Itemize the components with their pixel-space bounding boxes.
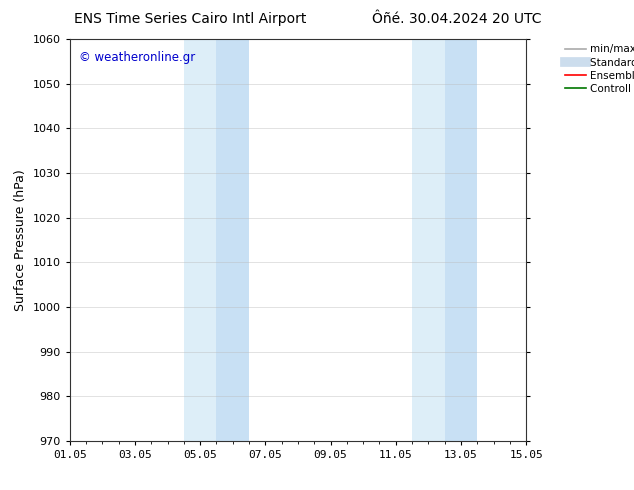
Y-axis label: Surface Pressure (hPa): Surface Pressure (hPa) xyxy=(14,169,27,311)
Text: ENS Time Series Cairo Intl Airport: ENS Time Series Cairo Intl Airport xyxy=(74,12,306,26)
Bar xyxy=(412,39,444,441)
Text: Ôñé. 30.04.2024 20 UTC: Ôñé. 30.04.2024 20 UTC xyxy=(372,12,541,26)
Text: © weatheronline.gr: © weatheronline.gr xyxy=(79,51,195,64)
Bar xyxy=(216,39,249,441)
Bar xyxy=(184,39,216,441)
Bar xyxy=(444,39,477,441)
Legend: min/max, Standard deviation, Ensemble mean run, Controll run: min/max, Standard deviation, Ensemble me… xyxy=(565,45,634,94)
